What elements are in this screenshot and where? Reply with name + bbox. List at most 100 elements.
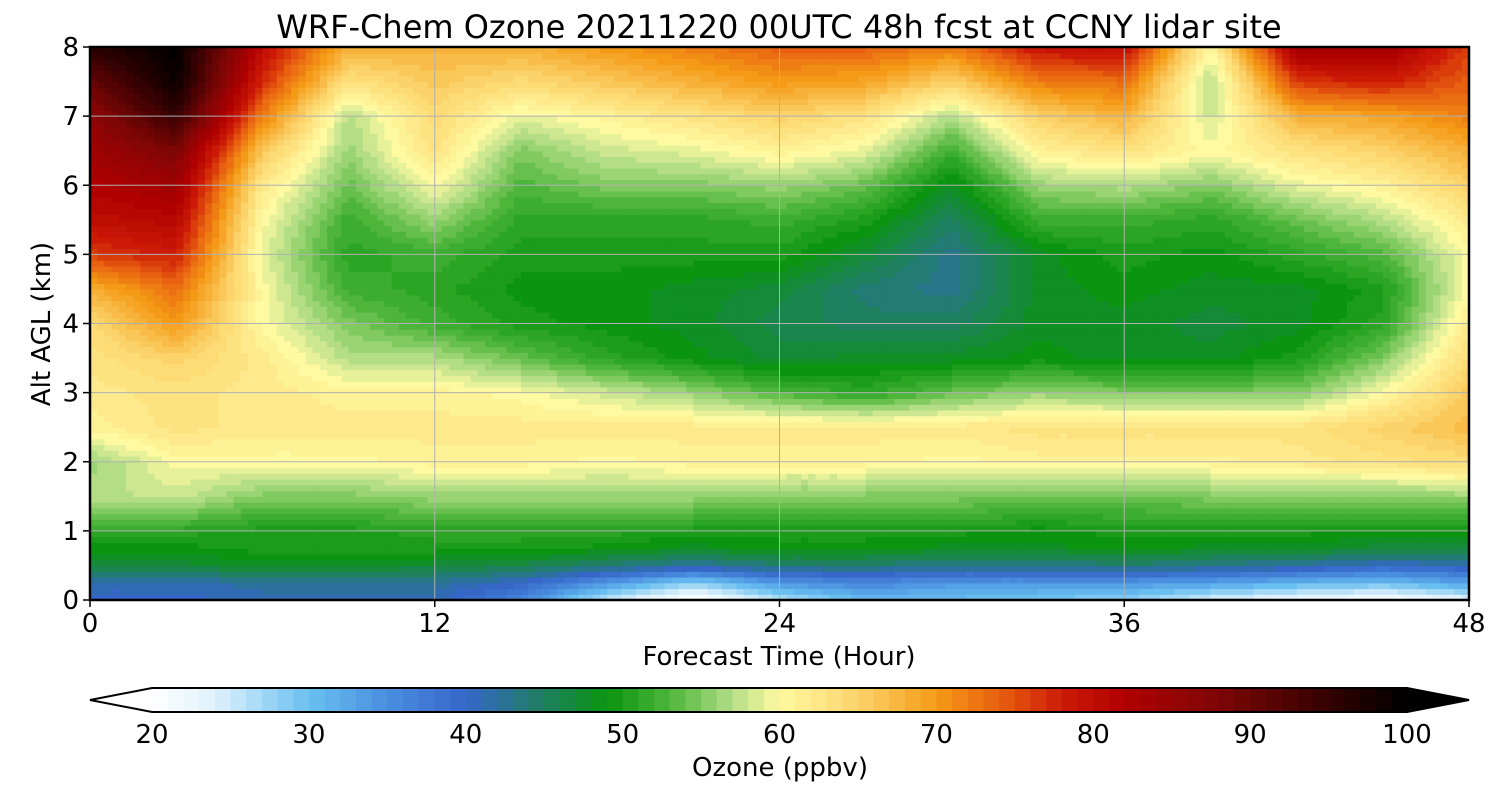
ozone-cell (1224, 461, 1233, 469)
ozone-cell (506, 490, 515, 497)
ozone-cell (678, 513, 687, 520)
ozone-cell (1152, 507, 1161, 515)
ozone-cell (219, 565, 228, 572)
ozone-cell (750, 548, 759, 555)
ozone-cell (908, 484, 917, 492)
ozone-cell (492, 576, 500, 584)
ozone-cell (564, 588, 572, 595)
ozone-cell (470, 576, 479, 584)
ozone-cell (1109, 455, 1118, 463)
ozone-cell (966, 461, 975, 469)
ozone-cell (1382, 473, 1391, 480)
ozone-cell (406, 536, 414, 543)
ozone-cell (1023, 525, 1032, 532)
ozone-cell (1368, 479, 1377, 486)
ozone-cell (456, 519, 465, 526)
ozone-cell (456, 484, 465, 492)
ozone-cell (951, 559, 960, 567)
ozone-cell (1102, 484, 1111, 492)
ozone-cell (621, 473, 630, 480)
ozone-cell (140, 513, 149, 520)
ozone-cell (1339, 576, 1348, 584)
ozone-cell (362, 450, 371, 457)
ozone-cell (312, 536, 321, 543)
ozone-cell (614, 553, 623, 561)
ozone-cell (1081, 496, 1089, 503)
ozone-cell (1260, 548, 1269, 555)
ozone-cell (492, 513, 500, 520)
ozone-cell (1289, 542, 1298, 549)
ozone-cell (1203, 519, 1212, 526)
ozone-cell (815, 542, 824, 549)
ozone-cell (535, 484, 544, 492)
ozone-cell (441, 594, 450, 600)
ozone-cell (549, 513, 558, 520)
ozone-cell (1095, 473, 1104, 480)
ozone-cell (535, 507, 544, 515)
ozone-cell (463, 496, 472, 503)
ozone-cell (564, 502, 572, 509)
ozone-cell (197, 588, 206, 595)
ozone-cell (650, 525, 658, 532)
ozone-cell (1038, 530, 1046, 538)
ozone-cell (743, 536, 752, 543)
ozone-cell (1081, 502, 1089, 509)
ozone-cell (154, 571, 163, 578)
ozone-cell (678, 450, 687, 457)
ozone-cell (937, 536, 946, 543)
ozone-cell (1447, 542, 1456, 549)
ozone-cell (248, 467, 256, 474)
ozone-cell (1447, 467, 1456, 474)
ozone-cell (125, 576, 134, 584)
ozone-cell (880, 473, 888, 480)
ozone-cell (276, 461, 285, 469)
ozone-cell (377, 559, 386, 567)
ozone-cell (1411, 507, 1420, 515)
ozone-cell (190, 525, 199, 532)
ozone-cell (1346, 496, 1355, 503)
ozone-cell (1425, 525, 1434, 532)
ozone-cell (786, 496, 795, 503)
ozone-cell (815, 513, 824, 520)
ozone-cell (786, 484, 795, 492)
ozone-cell (1131, 502, 1140, 509)
ozone-cell (901, 507, 910, 515)
ozone-cell (1045, 565, 1054, 572)
ozone-cell (362, 588, 371, 595)
ozone-cell (1303, 513, 1312, 520)
ozone-cell (1339, 507, 1348, 515)
ozone-cell (248, 479, 256, 486)
ozone-cell (1088, 450, 1097, 457)
ozone-cell (628, 548, 637, 555)
ozone-cell (1066, 576, 1075, 584)
ozone-cell (1038, 536, 1046, 543)
ozone-cell (1275, 548, 1283, 555)
ozone-cell (1231, 559, 1240, 567)
ozone-cell (1375, 530, 1384, 538)
ozone-cell (147, 571, 156, 578)
ozone-cell (161, 502, 170, 509)
ozone-cell (161, 571, 170, 578)
ozone-cell (1303, 588, 1312, 595)
ozone-cell (1124, 525, 1133, 532)
ozone-cell (147, 536, 156, 543)
ozone-cell (441, 455, 450, 463)
ozone-cell (880, 576, 888, 584)
ozone-cell (1059, 525, 1068, 532)
ozone-cell (1361, 548, 1370, 555)
ozone-cell (528, 542, 536, 549)
ozone-cell (693, 455, 702, 463)
ozone-cell (176, 588, 184, 595)
ozone-cell (1433, 530, 1441, 538)
ozone-cell (614, 507, 623, 515)
ozone-cell (355, 479, 364, 486)
ozone-cell (772, 588, 781, 595)
ozone-cell (327, 455, 335, 463)
ozone-cell (1109, 536, 1118, 543)
ozone-cell (757, 502, 766, 509)
ozone-cell (1275, 594, 1283, 600)
ozone-cell (176, 502, 184, 509)
ozone-cell (327, 594, 335, 600)
ozone-cell (671, 588, 680, 595)
ozone-cell (355, 461, 364, 469)
